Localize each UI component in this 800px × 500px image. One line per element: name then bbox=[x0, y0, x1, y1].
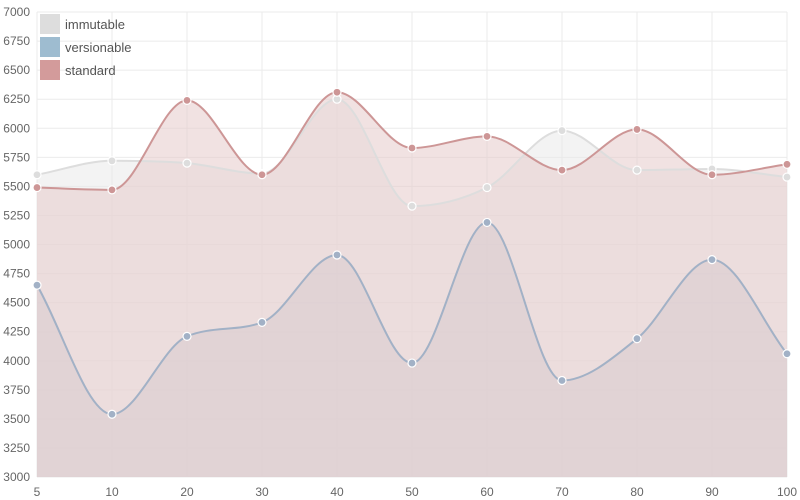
point-versionable[interactable] bbox=[257, 317, 267, 327]
point-standard[interactable] bbox=[107, 185, 117, 195]
legend-label-versionable[interactable]: versionable bbox=[65, 40, 132, 55]
point-standard[interactable] bbox=[632, 124, 642, 135]
x-tick-label: 90 bbox=[705, 485, 719, 499]
y-tick-label: 5500 bbox=[3, 179, 30, 193]
y-tick-label: 5000 bbox=[3, 238, 30, 252]
y-tick-label: 6000 bbox=[3, 121, 30, 135]
point-standard[interactable] bbox=[782, 159, 792, 169]
x-tick-label: 50 bbox=[405, 485, 419, 499]
x-tick-label: 70 bbox=[555, 485, 569, 499]
y-axis: 3000 3250 3500 3750 4000 4250 4500 4750 5000 5250… bbox=[3, 5, 30, 484]
point-versionable[interactable] bbox=[557, 375, 567, 386]
point-versionable[interactable] bbox=[332, 250, 342, 260]
y-tick-label: 6750 bbox=[3, 34, 30, 48]
line-standard bbox=[36, 91, 788, 191]
point-immutable[interactable] bbox=[557, 125, 567, 136]
y-tick-label: 5250 bbox=[3, 208, 30, 222]
y-tick-label: 4750 bbox=[3, 267, 30, 281]
legend-swatch-versionable[interactable] bbox=[40, 37, 60, 57]
x-tick-label: 100 bbox=[777, 485, 797, 499]
x-tick-label: 30 bbox=[255, 485, 269, 499]
legend: immutable versionable standard bbox=[40, 14, 132, 80]
point-standard[interactable] bbox=[557, 165, 567, 175]
point-versionable[interactable] bbox=[632, 334, 642, 344]
y-tick-label: 3250 bbox=[3, 441, 30, 455]
series-points bbox=[32, 87, 792, 419]
series-areas bbox=[37, 92, 787, 478]
x-tick-label: 20 bbox=[180, 485, 194, 499]
y-tick-label: 6500 bbox=[3, 63, 30, 77]
x-tick-label: 60 bbox=[480, 485, 494, 499]
point-immutable[interactable] bbox=[407, 201, 417, 211]
y-tick-label: 3500 bbox=[3, 412, 30, 426]
area-standard bbox=[37, 92, 787, 478]
point-standard[interactable] bbox=[257, 170, 267, 180]
point-versionable[interactable] bbox=[407, 358, 417, 368]
point-standard[interactable] bbox=[32, 182, 42, 193]
point-immutable[interactable] bbox=[32, 170, 42, 180]
y-tick-label: 3000 bbox=[3, 470, 30, 484]
point-versionable[interactable] bbox=[482, 217, 492, 228]
line-versionable bbox=[36, 221, 788, 416]
point-immutable[interactable] bbox=[632, 165, 642, 175]
point-immutable[interactable] bbox=[782, 172, 792, 182]
point-immutable[interactable] bbox=[107, 156, 117, 166]
point-immutable[interactable] bbox=[482, 182, 492, 193]
point-standard[interactable] bbox=[482, 131, 492, 141]
point-standard[interactable] bbox=[182, 95, 192, 105]
legend-swatch-standard[interactable] bbox=[40, 60, 60, 80]
y-tick-label: 4250 bbox=[3, 325, 30, 339]
x-tick-label: 40 bbox=[330, 485, 344, 499]
point-standard[interactable] bbox=[707, 170, 717, 180]
point-immutable[interactable] bbox=[182, 158, 192, 168]
point-versionable[interactable] bbox=[182, 331, 192, 341]
legend-label-standard[interactable]: standard bbox=[65, 63, 116, 78]
point-versionable[interactable] bbox=[707, 255, 717, 265]
x-tick-label: 80 bbox=[630, 485, 644, 499]
y-tick-label: 3750 bbox=[3, 383, 30, 397]
legend-swatch-immutable[interactable] bbox=[40, 14, 60, 34]
point-versionable[interactable] bbox=[32, 280, 42, 290]
line-immutable bbox=[36, 98, 788, 208]
y-tick-label: 5750 bbox=[3, 150, 30, 164]
x-tick-label: 10 bbox=[105, 485, 119, 499]
point-standard[interactable] bbox=[407, 143, 417, 153]
y-tick-label: 4000 bbox=[3, 354, 30, 368]
y-tick-label: 4500 bbox=[3, 296, 30, 310]
y-tick-label: 7000 bbox=[3, 5, 30, 19]
x-tick-label: 5 bbox=[34, 485, 41, 499]
point-versionable[interactable] bbox=[107, 409, 117, 419]
x-axis: 5 10 20 30 40 50 60 70 80 90 100 bbox=[34, 485, 798, 499]
point-versionable[interactable] bbox=[782, 349, 792, 359]
legend-label-immutable[interactable]: immutable bbox=[65, 17, 125, 32]
y-tick-label: 6250 bbox=[3, 92, 30, 106]
point-standard[interactable] bbox=[332, 87, 342, 97]
series-lines bbox=[36, 91, 788, 416]
